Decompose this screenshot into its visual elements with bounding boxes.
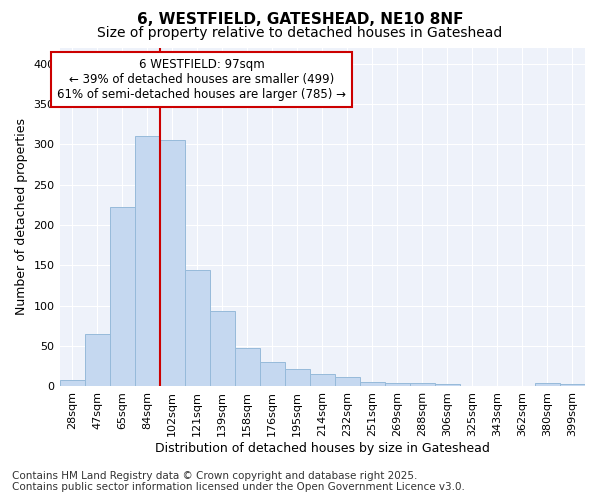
Bar xyxy=(235,348,260,387)
Bar xyxy=(59,380,85,386)
X-axis label: Distribution of detached houses by size in Gateshead: Distribution of detached houses by size … xyxy=(155,442,490,455)
Text: Size of property relative to detached houses in Gateshead: Size of property relative to detached ho… xyxy=(97,26,503,40)
Bar xyxy=(160,140,185,386)
Bar xyxy=(110,208,134,386)
Bar xyxy=(85,334,110,386)
Bar xyxy=(310,374,335,386)
Bar xyxy=(285,368,310,386)
Bar xyxy=(435,384,460,386)
Bar xyxy=(560,384,585,386)
Bar xyxy=(535,383,560,386)
Text: Contains HM Land Registry data © Crown copyright and database right 2025.
Contai: Contains HM Land Registry data © Crown c… xyxy=(12,471,465,492)
Bar xyxy=(410,383,435,386)
Text: 6, WESTFIELD, GATESHEAD, NE10 8NF: 6, WESTFIELD, GATESHEAD, NE10 8NF xyxy=(137,12,463,28)
Bar xyxy=(185,270,209,386)
Y-axis label: Number of detached properties: Number of detached properties xyxy=(15,118,28,316)
Bar xyxy=(335,377,360,386)
Bar xyxy=(134,136,160,386)
Text: 6 WESTFIELD: 97sqm
← 39% of detached houses are smaller (499)
61% of semi-detach: 6 WESTFIELD: 97sqm ← 39% of detached hou… xyxy=(57,58,346,100)
Bar xyxy=(360,382,385,386)
Bar xyxy=(385,383,410,386)
Bar xyxy=(209,312,235,386)
Bar xyxy=(260,362,285,386)
